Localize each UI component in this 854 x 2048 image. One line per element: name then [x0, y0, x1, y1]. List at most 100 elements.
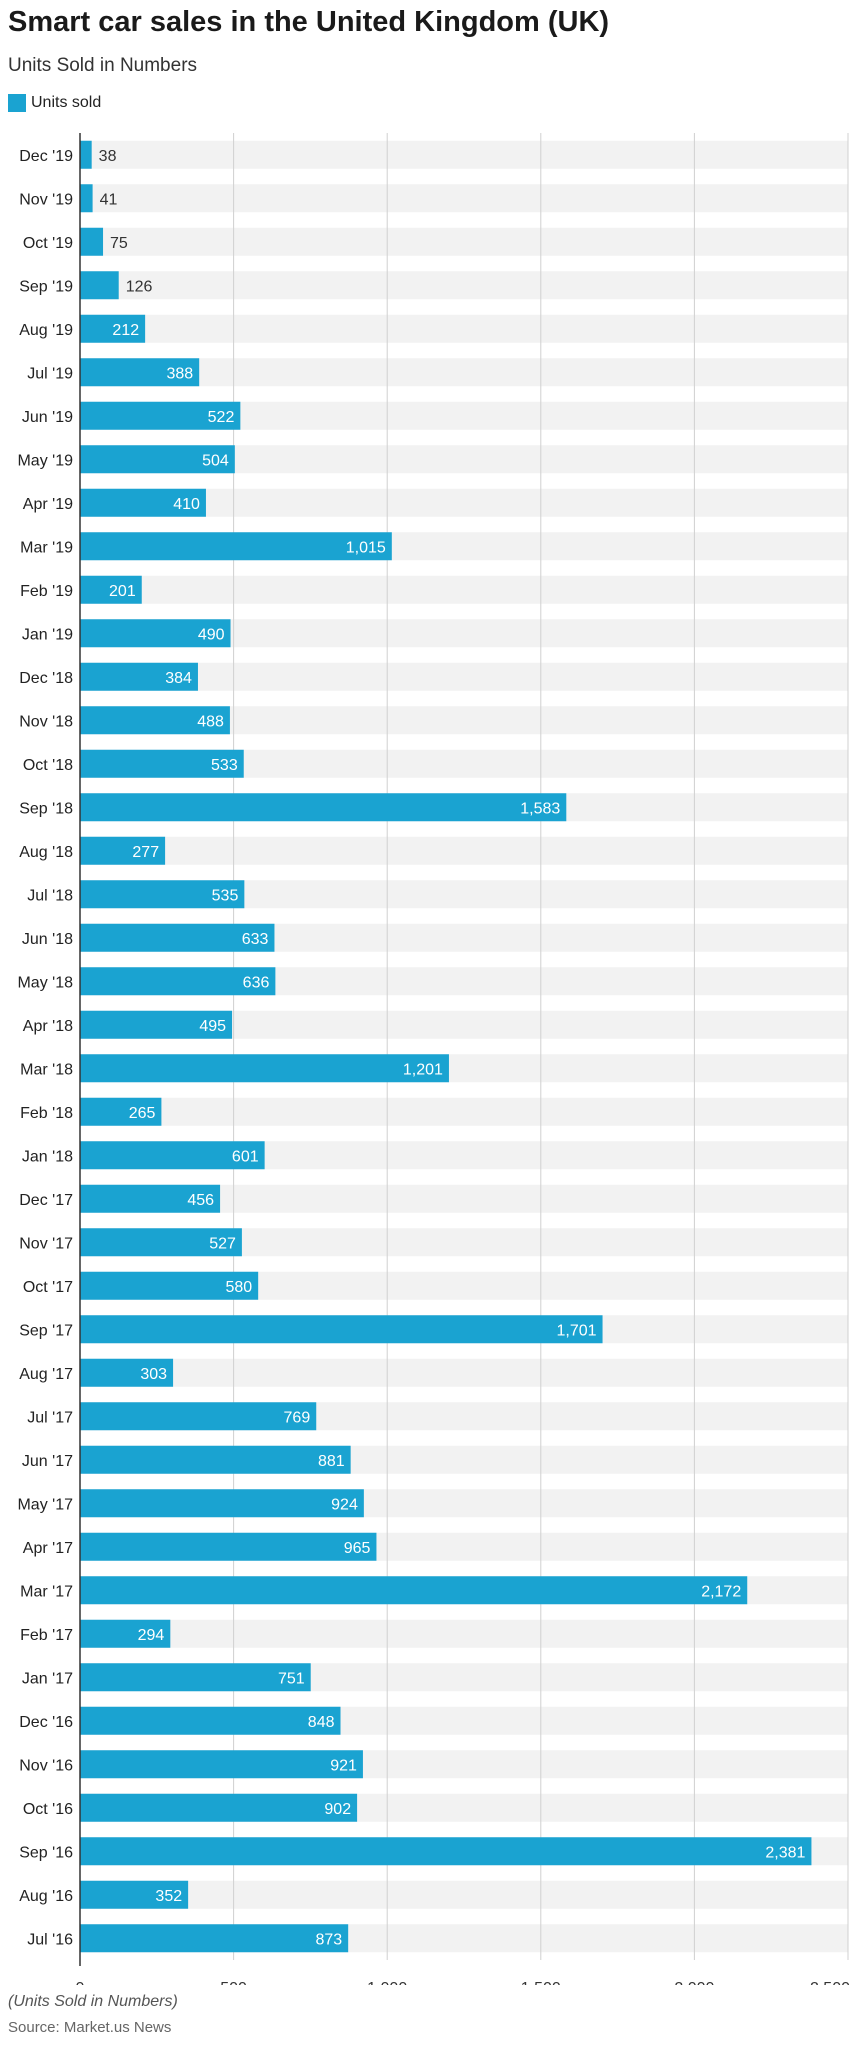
category-label: Jun '19 — [22, 409, 73, 426]
data-label: 1,583 — [520, 800, 560, 817]
bar — [80, 1793, 358, 1822]
bar — [80, 1141, 265, 1170]
bar — [80, 706, 230, 735]
bar — [80, 401, 241, 430]
bar — [80, 445, 235, 474]
data-label: 902 — [324, 1801, 351, 1818]
category-label: Dec '19 — [19, 148, 73, 165]
data-label: 265 — [129, 1105, 156, 1122]
x-tick-label: 0 — [76, 1980, 85, 1985]
x-tick-label: 500 — [220, 1980, 247, 1985]
bar — [80, 923, 275, 952]
category-label: Aug '19 — [19, 322, 73, 339]
x-tick-label: 2,500 — [810, 1980, 850, 1985]
category-label: May '17 — [17, 1496, 73, 1513]
category-label: Aug '16 — [19, 1888, 73, 1905]
data-label: 965 — [344, 1540, 371, 1557]
row-band — [80, 488, 848, 517]
data-label: 522 — [208, 409, 235, 426]
bar-chart: Dec '19 38 Nov '19 41 Oct '19 75 Sep '19 126 Aug… — [17, 133, 850, 1985]
category-label: Sep '19 — [19, 278, 73, 295]
bar — [80, 1054, 449, 1083]
row-band — [80, 662, 848, 691]
category-label: Nov '19 — [19, 191, 73, 208]
bar — [80, 358, 200, 387]
x-tick-label: 2,000 — [674, 1980, 714, 1985]
bar — [80, 793, 567, 822]
category-label: Oct '17 — [23, 1279, 73, 1296]
row-band — [80, 836, 848, 865]
bar — [80, 1837, 812, 1866]
data-label: 1,015 — [346, 539, 386, 556]
bar — [80, 1880, 189, 1909]
bar — [80, 749, 244, 778]
category-label: Sep '18 — [19, 800, 73, 817]
data-label: 352 — [155, 1888, 182, 1905]
category-label: Nov '17 — [19, 1235, 73, 1252]
category-label: Jul '18 — [27, 887, 73, 904]
bar — [80, 1706, 341, 1735]
row-band — [80, 1880, 848, 1909]
category-label: May '18 — [17, 974, 73, 991]
data-label: 75 — [110, 235, 128, 252]
data-label: 580 — [225, 1279, 252, 1296]
category-label: Oct '16 — [23, 1801, 73, 1818]
data-label: 410 — [173, 496, 200, 513]
category-label: Nov '18 — [19, 713, 73, 730]
data-label: 636 — [243, 974, 270, 991]
category-label: Oct '18 — [23, 757, 73, 774]
data-label: 294 — [138, 1627, 165, 1644]
data-label: 921 — [330, 1757, 357, 1774]
data-label: 384 — [165, 670, 192, 687]
bar — [80, 967, 276, 996]
data-label: 2,381 — [765, 1844, 805, 1861]
data-label: 504 — [202, 452, 229, 469]
bar — [80, 1663, 311, 1692]
data-label: 456 — [187, 1192, 214, 1209]
category-label: Mar '17 — [20, 1583, 73, 1600]
data-label: 924 — [331, 1496, 358, 1513]
row-band — [80, 227, 848, 256]
bar — [80, 314, 146, 343]
category-label: Jul '17 — [27, 1409, 73, 1426]
bar — [80, 1010, 233, 1039]
data-label: 126 — [126, 278, 153, 295]
footer-note: (Units Sold in Numbers) — [8, 1993, 178, 2010]
row-band — [80, 140, 848, 169]
bar — [80, 140, 92, 169]
bar — [80, 1402, 317, 1431]
category-label: Jan '18 — [22, 1148, 73, 1165]
data-label: 873 — [315, 1931, 342, 1948]
data-label: 495 — [199, 1018, 226, 1035]
bar — [80, 662, 198, 691]
bar — [80, 1750, 363, 1779]
bar — [80, 1532, 377, 1561]
data-label: 751 — [278, 1670, 305, 1687]
bar — [80, 1271, 259, 1300]
data-label: 41 — [100, 191, 118, 208]
category-label: Jul '19 — [27, 365, 73, 382]
data-label: 388 — [166, 365, 193, 382]
data-label: 2,172 — [701, 1583, 741, 1600]
category-label: Oct '19 — [23, 235, 73, 252]
category-label: Jun '17 — [22, 1453, 73, 1470]
category-label: Feb '17 — [20, 1627, 73, 1644]
bar — [80, 1445, 351, 1474]
data-label: 303 — [140, 1366, 167, 1383]
category-label: Feb '18 — [20, 1105, 73, 1122]
category-label: Dec '16 — [19, 1714, 73, 1731]
data-label: 490 — [198, 626, 225, 643]
bar — [80, 1576, 748, 1605]
bar — [80, 1097, 162, 1126]
row-band — [80, 575, 848, 604]
category-label: Nov '16 — [19, 1757, 73, 1774]
bar — [80, 1619, 171, 1648]
category-label: Feb '19 — [20, 583, 73, 600]
data-label: 535 — [212, 887, 239, 904]
data-label: 201 — [109, 583, 136, 600]
bar — [80, 532, 392, 561]
data-label: 488 — [197, 713, 224, 730]
category-label: Apr '17 — [23, 1540, 73, 1557]
bar — [80, 880, 245, 909]
bar — [80, 575, 142, 604]
